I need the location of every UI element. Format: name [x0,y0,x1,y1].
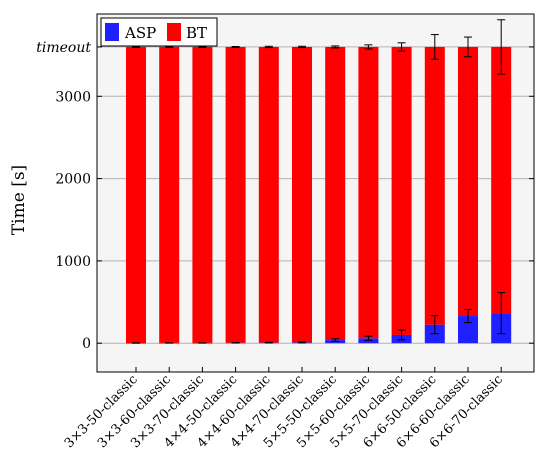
bar-bt [225,46,246,343]
bar-bt [491,46,512,314]
bar-bt [424,46,445,325]
bar-bt [192,46,213,343]
bar-bt [258,46,279,343]
y-axis-label: Time [s] [9,165,29,235]
x-axis-ticks: 3×3-50-classic3×3-60-classic3×3-70-class… [62,367,506,451]
bar-bt [391,46,412,335]
bar-bt [126,46,146,344]
y-tick-label: timeout [36,40,91,56]
error-bars [132,19,506,344]
y-tick-label: 2000 [55,172,91,188]
bar-bt [292,46,312,343]
legend-frame [100,17,218,47]
legend-swatch-bt [167,23,181,41]
plot-frame [96,13,535,373]
legend-label-asp: ASP [124,24,156,42]
legend: ASP BT [100,17,218,47]
legend-swatch-asp [105,23,119,41]
bars [126,46,512,344]
bar-asp [458,316,478,344]
bar-bt [159,46,180,343]
y-tick-label: 1000 [55,254,91,270]
legend-label-bt: BT [186,24,207,42]
y-tick-label: 0 [82,336,91,352]
y-tick-label: 3000 [55,89,91,105]
bar-bt [325,46,346,341]
bar-bt [458,46,478,317]
bar-bt [358,46,379,339]
y-axis-ticks: 0 1000 2000 3000 timeout [36,40,534,352]
